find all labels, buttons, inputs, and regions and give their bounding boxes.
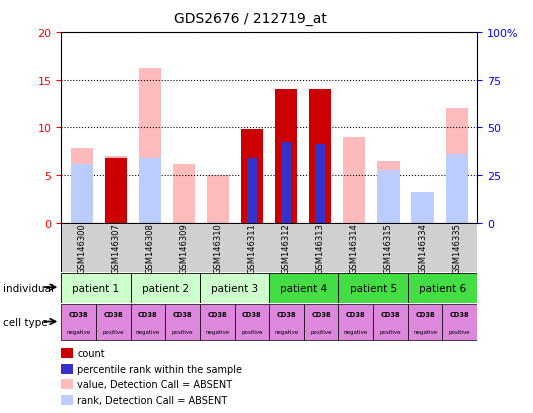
Text: GSM146313: GSM146313 (316, 223, 325, 273)
Text: negative: negative (344, 329, 368, 334)
Text: GSM146307: GSM146307 (111, 223, 120, 273)
FancyBboxPatch shape (131, 304, 165, 340)
FancyBboxPatch shape (61, 273, 131, 303)
Bar (241, 130, 263, 223)
Bar (446, 154, 467, 223)
Text: percentile rank within the sample: percentile rank within the sample (77, 364, 243, 374)
Bar (411, 204, 433, 223)
Text: CD38: CD38 (207, 312, 227, 318)
Bar (173, 164, 195, 223)
Bar (105, 166, 127, 223)
FancyBboxPatch shape (408, 273, 477, 303)
Text: CD38: CD38 (173, 312, 192, 318)
FancyBboxPatch shape (338, 304, 373, 340)
Text: cell type: cell type (3, 317, 47, 327)
Text: CD38: CD38 (103, 312, 123, 318)
Text: negative: negative (67, 329, 91, 334)
Text: patient 4: patient 4 (280, 283, 327, 293)
FancyBboxPatch shape (269, 273, 338, 303)
Text: patient 2: patient 2 (142, 283, 189, 293)
Text: individual: individual (3, 283, 54, 293)
Text: GSM146334: GSM146334 (418, 223, 427, 273)
Text: CD38: CD38 (277, 312, 296, 318)
Bar (377, 161, 400, 223)
Text: GSM146335: GSM146335 (452, 223, 461, 273)
Text: GSM146310: GSM146310 (214, 223, 223, 273)
Text: CD38: CD38 (311, 312, 331, 318)
Text: negative: negative (136, 329, 160, 334)
FancyBboxPatch shape (442, 304, 477, 340)
FancyBboxPatch shape (235, 304, 269, 340)
Bar (275, 90, 297, 223)
Text: negative: negative (205, 329, 229, 334)
Text: positive: positive (449, 329, 471, 334)
Text: CD38: CD38 (69, 312, 88, 318)
Text: positive: positive (241, 329, 263, 334)
Text: positive: positive (172, 329, 193, 334)
FancyBboxPatch shape (165, 304, 200, 340)
FancyBboxPatch shape (61, 304, 96, 340)
Text: CD38: CD38 (138, 312, 158, 318)
Text: CD38: CD38 (415, 312, 435, 318)
Bar (139, 159, 161, 223)
FancyBboxPatch shape (131, 273, 200, 303)
FancyBboxPatch shape (96, 304, 131, 340)
Bar (207, 176, 229, 223)
FancyBboxPatch shape (338, 273, 408, 303)
Bar (139, 69, 161, 223)
Bar (247, 159, 257, 223)
Bar (446, 109, 467, 223)
Text: rank, Detection Call = ABSENT: rank, Detection Call = ABSENT (77, 395, 228, 405)
Text: negative: negative (413, 329, 437, 334)
Text: GSM146312: GSM146312 (282, 223, 290, 273)
Text: GSM146300: GSM146300 (77, 223, 86, 273)
Bar (343, 138, 366, 223)
Text: positive: positive (379, 329, 401, 334)
Bar (377, 171, 400, 223)
Bar (316, 145, 325, 223)
Text: CD38: CD38 (381, 312, 400, 318)
Text: GSM146308: GSM146308 (146, 223, 155, 273)
Bar (105, 159, 127, 223)
Bar (309, 90, 332, 223)
Bar (71, 149, 93, 223)
Text: GSM146309: GSM146309 (180, 223, 189, 273)
FancyBboxPatch shape (200, 304, 235, 340)
Text: patient 5: patient 5 (350, 283, 397, 293)
Bar (281, 142, 291, 223)
Text: patient 3: patient 3 (211, 283, 258, 293)
FancyBboxPatch shape (304, 304, 338, 340)
Bar (71, 164, 93, 223)
Text: GSM146315: GSM146315 (384, 223, 393, 273)
Text: CD38: CD38 (242, 312, 262, 318)
Text: CD38: CD38 (346, 312, 366, 318)
FancyBboxPatch shape (408, 304, 442, 340)
FancyBboxPatch shape (373, 304, 408, 340)
Text: GSM146314: GSM146314 (350, 223, 359, 273)
FancyBboxPatch shape (61, 223, 477, 273)
Text: count: count (77, 348, 105, 358)
FancyBboxPatch shape (269, 304, 304, 340)
Text: CD38: CD38 (450, 312, 470, 318)
Text: positive: positive (310, 329, 332, 334)
Text: positive: positive (102, 329, 124, 334)
Bar (105, 157, 127, 223)
Text: patient 6: patient 6 (419, 283, 466, 293)
FancyBboxPatch shape (200, 273, 269, 303)
Text: value, Detection Call = ABSENT: value, Detection Call = ABSENT (77, 380, 232, 389)
Text: negative: negative (274, 329, 298, 334)
Text: GSM146311: GSM146311 (248, 223, 256, 273)
Text: patient 1: patient 1 (72, 283, 119, 293)
Bar (411, 192, 433, 223)
Text: GDS2676 / 212719_at: GDS2676 / 212719_at (174, 12, 327, 26)
